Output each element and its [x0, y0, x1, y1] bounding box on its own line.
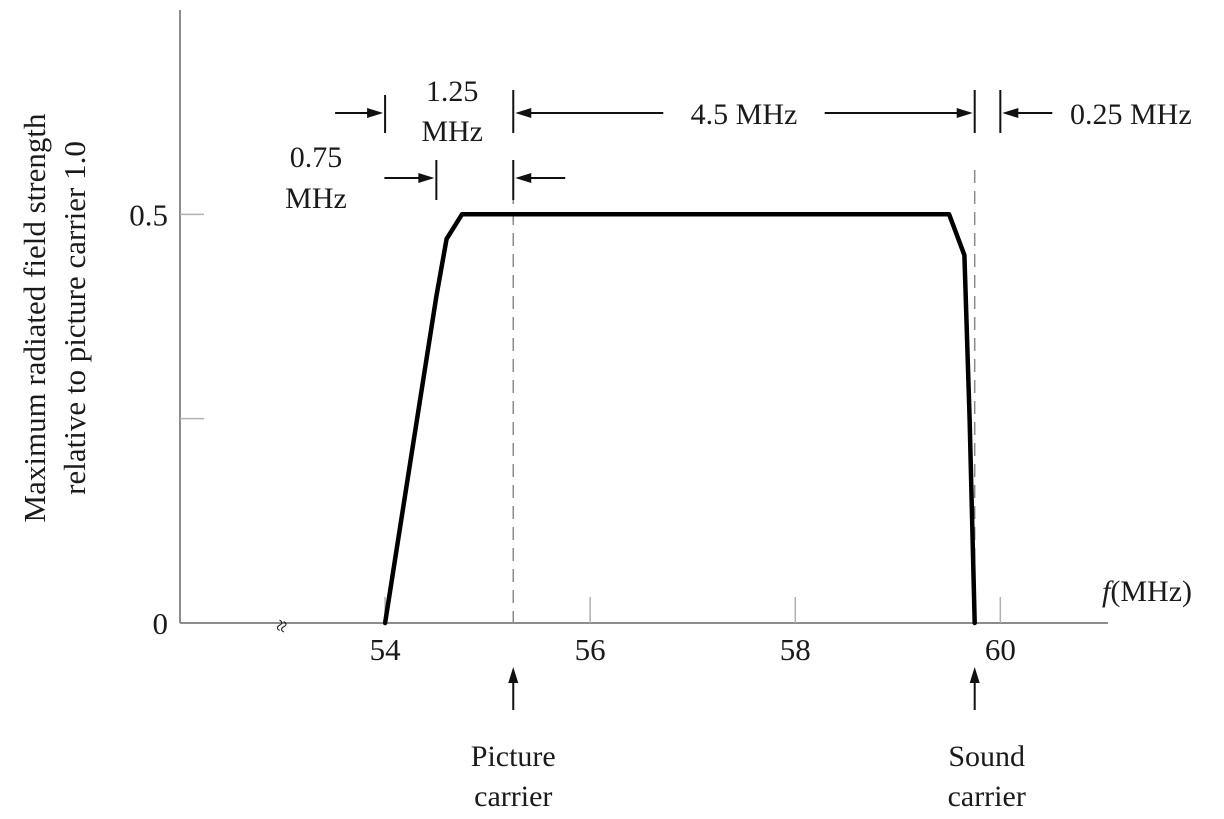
- x-tick-label: 60: [985, 632, 1016, 667]
- dimension-0-75-label-value: 0.75: [290, 141, 343, 174]
- dim-0-25-arrowhead: [1002, 108, 1019, 118]
- plot-area: [382, 212, 977, 626]
- y-ticks: 00.5: [129, 197, 204, 641]
- axis-break-symbol: ≈: [268, 616, 296, 636]
- dim-0-75-carrier-arrowhead: [515, 173, 532, 183]
- x-tick-label: 56: [575, 632, 606, 667]
- y-tick-label: 0.5: [129, 197, 168, 232]
- y-axis-label-line-1: Maximum radiated field strength: [17, 113, 52, 522]
- x-axis-label: f(MHz): [1102, 575, 1192, 608]
- dimension-4-5-label: 4.5 MHz: [691, 98, 798, 131]
- sound-carrier-label-line-1: Sound: [948, 740, 1025, 773]
- y-tick-label: 0: [153, 606, 169, 641]
- sound-carrier-arrowhead: [969, 667, 980, 683]
- sound-carrier-label-line-2: carrier: [948, 780, 1026, 813]
- dim-1-25-arrowhead: [367, 108, 384, 118]
- dim-4-5-right-arrowhead: [956, 108, 973, 118]
- x-ticks: 54 56 58 60: [370, 597, 1016, 667]
- dimension-1-25-label-value: 1.25: [426, 75, 479, 108]
- picture-carrier-arrowhead: [508, 667, 519, 683]
- dim-0-75-arrowhead: [418, 173, 435, 183]
- y-axis-label-line-2: relative to picture carrier 1.0: [57, 141, 92, 495]
- x-tick-label: 54: [370, 632, 402, 667]
- dimension-0-75-label-unit: MHz: [285, 182, 347, 215]
- dimension-1-25-label-unit: MHz: [421, 115, 483, 148]
- carrier-markers: [508, 170, 980, 710]
- picture-carrier-label-line-2: carrier: [474, 780, 552, 813]
- picture-carrier-label-line-1: Picture: [471, 740, 556, 773]
- dim-4-5-left-arrowhead: [515, 108, 532, 118]
- x-tick-label: 58: [780, 632, 811, 667]
- series-0-line: [382, 212, 977, 626]
- bandwidth-dimensions: [335, 90, 1053, 200]
- dimension-0-25-label: 0.25 MHz: [1070, 98, 1192, 131]
